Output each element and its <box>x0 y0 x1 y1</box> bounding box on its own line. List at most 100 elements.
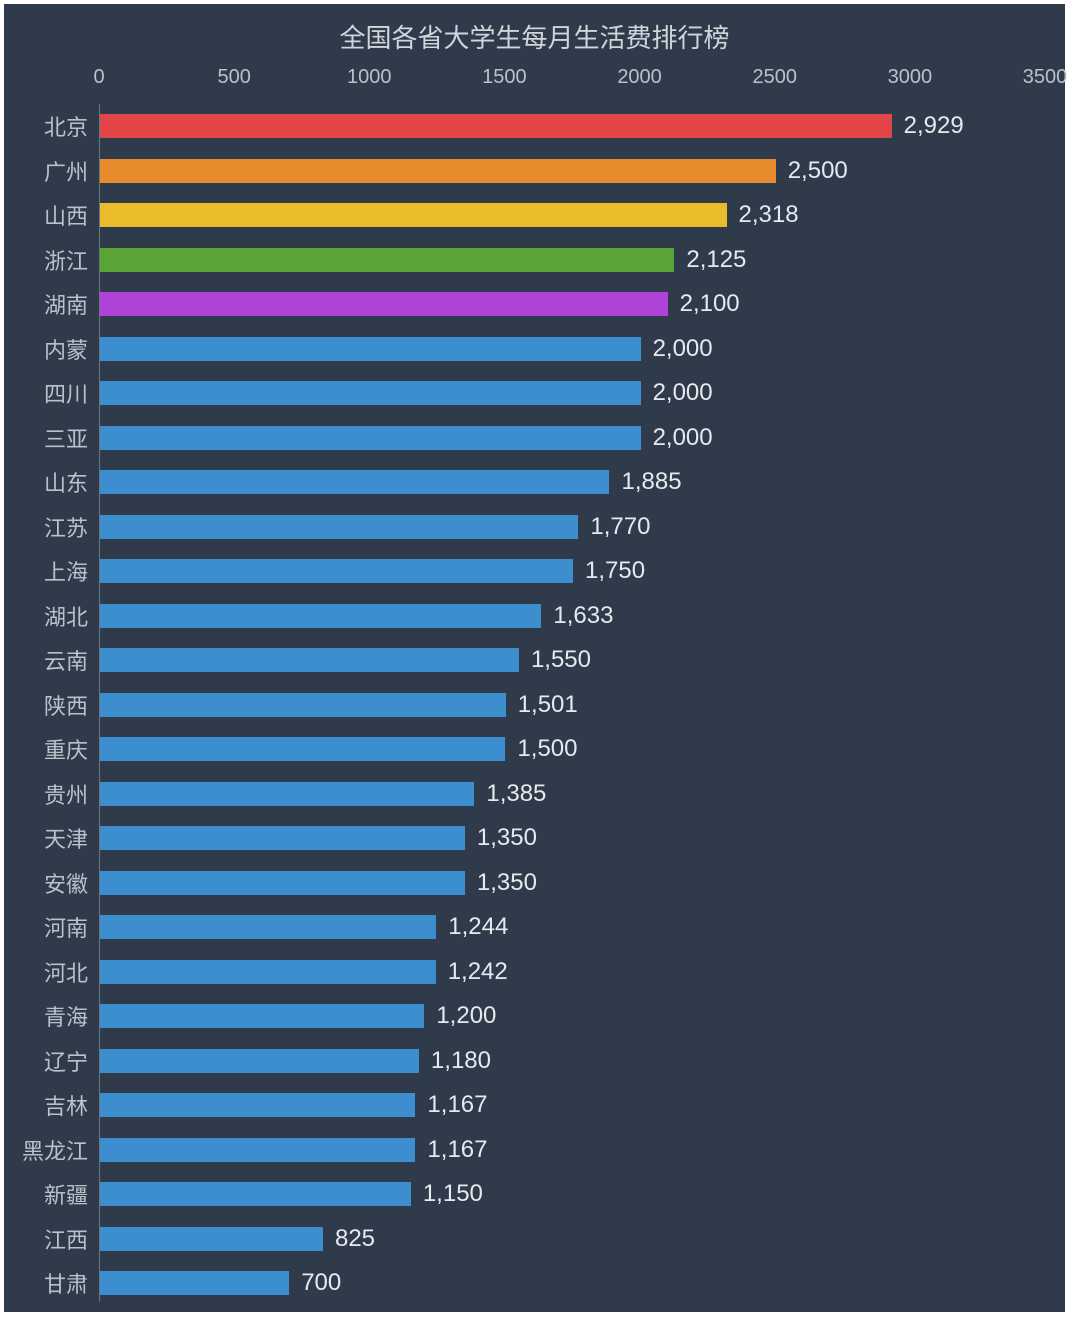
value-label: 2,929 <box>904 112 964 140</box>
value-label: 1,501 <box>518 691 578 719</box>
value-label: 1,244 <box>448 913 508 941</box>
bar-row: 黑龙江1,167 <box>100 1128 1045 1173</box>
y-axis-label: 辽宁 <box>44 1045 100 1077</box>
y-axis-label: 安徽 <box>44 867 100 899</box>
bar <box>100 381 641 405</box>
bar-row: 北京2,929 <box>100 104 1045 149</box>
value-label: 1,385 <box>486 780 546 808</box>
bar-row: 内蒙2,000 <box>100 327 1045 372</box>
y-axis-label: 黑龙江 <box>22 1134 100 1166</box>
y-axis-label: 湖南 <box>44 288 100 320</box>
x-tick-label: 1000 <box>347 66 392 89</box>
value-label: 1,750 <box>585 557 645 585</box>
y-axis-label: 云南 <box>44 644 100 676</box>
bar-row: 上海1,750 <box>100 549 1045 594</box>
y-axis-label: 河北 <box>44 956 100 988</box>
value-label: 700 <box>301 1269 341 1297</box>
bar-row: 江西825 <box>100 1217 1045 1262</box>
value-label: 2,000 <box>653 379 713 407</box>
bar <box>100 1227 323 1251</box>
bar <box>100 782 474 806</box>
value-label: 1,770 <box>590 513 650 541</box>
bar-row: 青海1,200 <box>100 994 1045 1039</box>
bar <box>100 203 727 227</box>
y-axis-label: 吉林 <box>44 1089 100 1121</box>
x-tick-label: 0 <box>93 66 104 89</box>
y-axis-label: 北京 <box>44 110 100 142</box>
value-label: 1,885 <box>621 468 681 496</box>
value-label: 2,100 <box>680 290 740 318</box>
x-tick-label: 500 <box>217 66 250 89</box>
value-label: 1,200 <box>436 1002 496 1030</box>
bar <box>100 737 505 761</box>
y-axis-label: 上海 <box>44 555 100 587</box>
bar-row: 河北1,242 <box>100 950 1045 995</box>
bar <box>100 648 519 672</box>
y-axis-label: 浙江 <box>44 244 100 276</box>
x-tick-label: 1500 <box>482 66 527 89</box>
bar <box>100 559 573 583</box>
bar <box>100 960 436 984</box>
y-axis-label: 青海 <box>44 1000 100 1032</box>
value-label: 1,167 <box>427 1091 487 1119</box>
bar <box>100 114 892 138</box>
x-axis: 0 500 1000 1500 2000 2500 3000 3500 <box>4 60 1065 100</box>
bar-row: 山东1,885 <box>100 460 1045 505</box>
bar-row: 三亚2,000 <box>100 416 1045 461</box>
bar-row: 河南1,244 <box>100 905 1045 950</box>
bar <box>100 871 465 895</box>
bar <box>100 292 668 316</box>
bar <box>100 1138 415 1162</box>
bar <box>100 604 541 628</box>
x-tick-label: 3000 <box>888 66 933 89</box>
bar-row: 湖北1,633 <box>100 594 1045 639</box>
bar-row: 四川2,000 <box>100 371 1045 416</box>
x-tick-label: 2000 <box>617 66 662 89</box>
bar-row: 重庆1,500 <box>100 727 1045 772</box>
value-label: 2,125 <box>686 246 746 274</box>
bar <box>100 1182 411 1206</box>
bar <box>100 826 465 850</box>
value-label: 2,000 <box>653 335 713 363</box>
bar-row: 云南1,550 <box>100 638 1045 683</box>
bar-row: 陕西1,501 <box>100 683 1045 728</box>
y-axis-label: 山西 <box>44 199 100 231</box>
bar <box>100 693 506 717</box>
y-axis-label: 新疆 <box>44 1178 100 1210</box>
x-tick-label: 3500 <box>1023 66 1068 89</box>
value-label: 1,167 <box>427 1136 487 1164</box>
bar <box>100 515 578 539</box>
bar-row: 山西2,318 <box>100 193 1045 238</box>
bar <box>100 1004 424 1028</box>
y-axis-label: 四川 <box>44 377 100 409</box>
y-axis-label: 江苏 <box>44 511 100 543</box>
y-axis-label: 贵州 <box>44 778 100 810</box>
bar-row: 甘肃700 <box>100 1261 1045 1306</box>
bar-row: 安徽1,350 <box>100 861 1045 906</box>
bar <box>100 337 641 361</box>
bar-row: 辽宁1,180 <box>100 1039 1045 1084</box>
y-axis-label: 河南 <box>44 911 100 943</box>
chart-container: 全国各省大学生每月生活费排行榜 050010001500200025003000… <box>4 4 1065 1312</box>
bar <box>100 1093 415 1117</box>
value-label: 1,550 <box>531 646 591 674</box>
bar-row: 天津1,350 <box>100 816 1045 861</box>
bar <box>100 1271 289 1295</box>
y-axis-label: 山东 <box>44 466 100 498</box>
bar <box>100 915 436 939</box>
y-axis-label: 三亚 <box>44 422 100 454</box>
y-axis-label: 甘肃 <box>44 1267 100 1299</box>
y-axis-label: 江西 <box>44 1223 100 1255</box>
bar <box>100 159 776 183</box>
y-axis-label: 广州 <box>44 155 100 187</box>
bar <box>100 470 609 494</box>
y-axis-label: 天津 <box>44 822 100 854</box>
x-tick-label: 2500 <box>752 66 797 89</box>
value-label: 1,633 <box>553 602 613 630</box>
bar <box>100 248 674 272</box>
y-axis-label: 陕西 <box>44 689 100 721</box>
y-axis-label: 湖北 <box>44 600 100 632</box>
value-label: 1,350 <box>477 824 537 852</box>
bar-row: 贵州1,385 <box>100 772 1045 817</box>
value-label: 2,500 <box>788 157 848 185</box>
